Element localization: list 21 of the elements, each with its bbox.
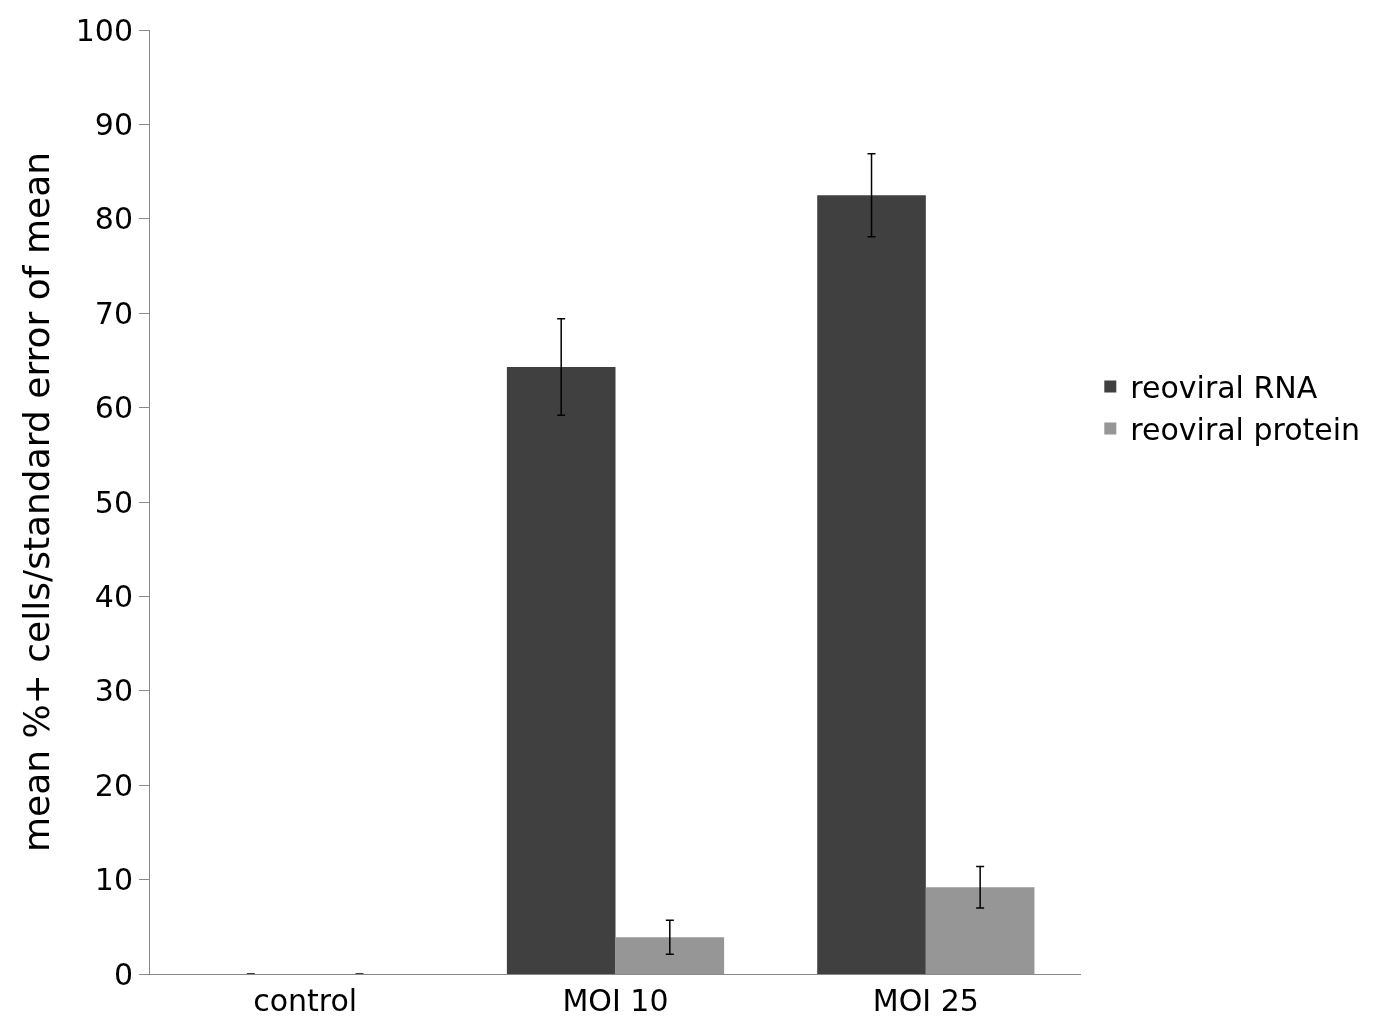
y-tick-label: 0 [113,956,133,992]
x-tick-label: control [253,983,358,1018]
x-tick-label: MOI 25 [872,983,979,1018]
y-tick-label: 50 [94,484,133,520]
legend-label: reoviral protein [1130,412,1361,448]
y-tick-label: 10 [94,862,133,898]
bar [817,195,926,974]
x-tick-label: MOI 10 [562,983,669,1018]
y-tick-label: 20 [94,767,133,803]
y-tick-label: 30 [94,673,133,709]
y-tick-label: 100 [75,12,133,48]
y-axis-title: mean %+ cells/standard error of mean [15,151,57,853]
bar [615,937,725,974]
y-tick-label: 60 [94,390,133,426]
bar [925,887,1035,974]
y-tick-label: 40 [94,578,133,614]
legend-label: reoviral RNA [1130,370,1318,406]
y-tick-label: 70 [94,295,133,331]
bar [506,367,616,974]
y-tick-label: 80 [94,201,133,237]
y-tick-label: 90 [94,106,133,142]
